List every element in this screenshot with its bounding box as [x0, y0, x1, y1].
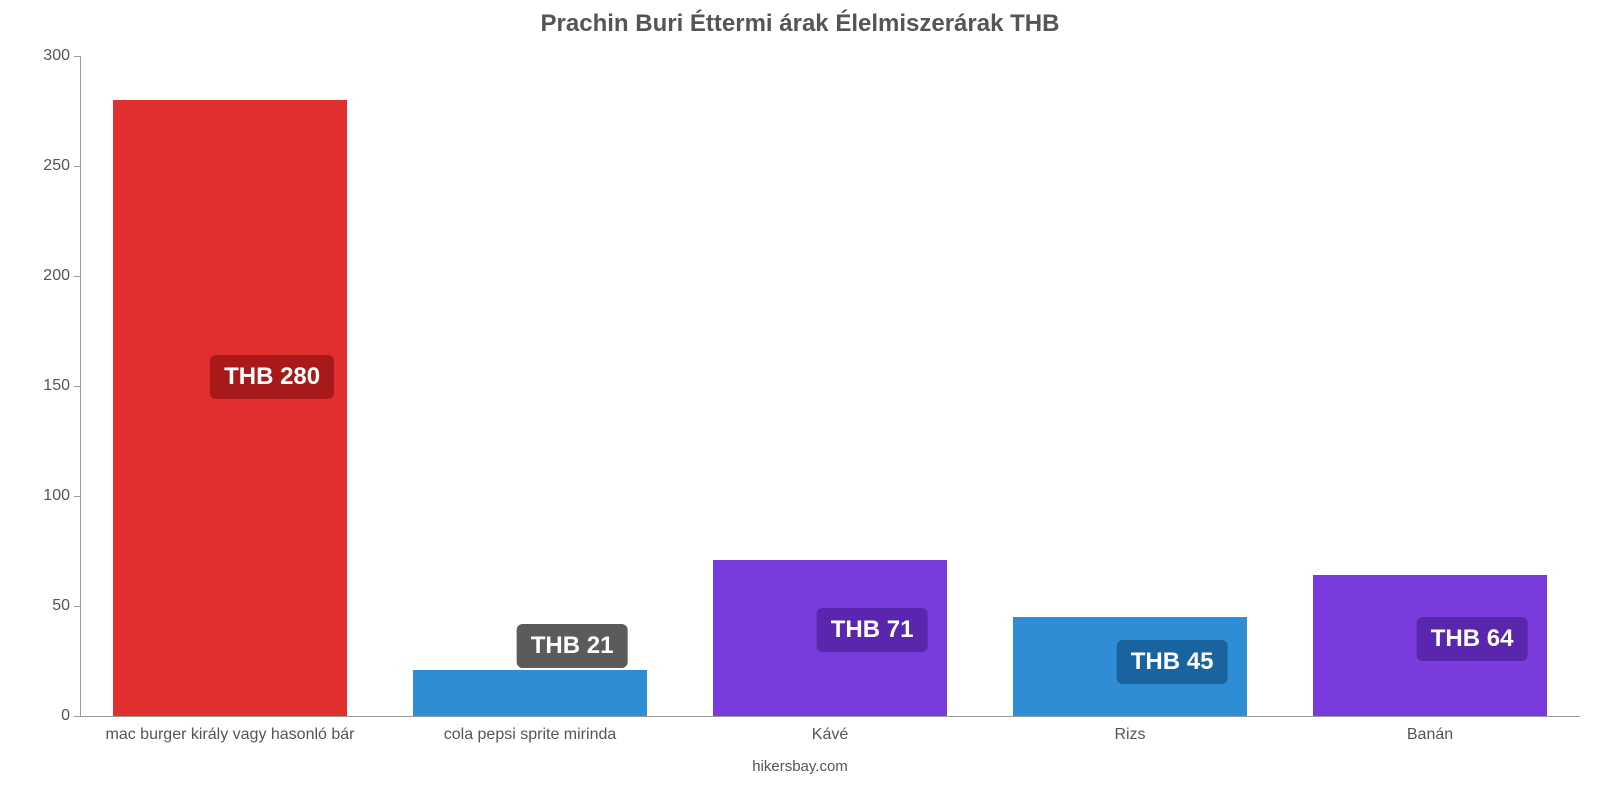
y-tick-mark: [74, 276, 80, 277]
y-tick-label: 300: [20, 47, 70, 65]
x-tick-label: Kávé: [812, 716, 848, 744]
x-tick-label: cola pepsi sprite mirinda: [444, 716, 617, 744]
y-tick-label: 200: [20, 267, 70, 285]
chart-footer: hikersbay.com: [752, 758, 848, 775]
y-axis-line: [80, 56, 81, 716]
y-tick-mark: [74, 56, 80, 57]
bar: [113, 100, 347, 716]
value-badge: THB 280: [210, 355, 334, 399]
x-tick-label: Rizs: [1114, 716, 1145, 744]
value-badge: THB 71: [817, 608, 928, 652]
x-tick-label: mac burger király vagy hasonló bár: [105, 716, 354, 744]
value-badge: THB 45: [1117, 640, 1228, 684]
y-tick-label: 50: [20, 597, 70, 615]
y-tick-label: 100: [20, 487, 70, 505]
y-tick-mark: [74, 166, 80, 167]
value-badge: THB 64: [1417, 617, 1528, 661]
value-badge: THB 21: [517, 624, 628, 668]
y-tick-mark: [74, 606, 80, 607]
y-tick-mark: [74, 386, 80, 387]
chart-title: Prachin Buri Éttermi árak Élelmiszerárak…: [0, 10, 1600, 38]
y-tick-mark: [74, 716, 80, 717]
y-tick-label: 150: [20, 377, 70, 395]
y-tick-label: 250: [20, 157, 70, 175]
chart-container: Prachin Buri Éttermi árak Élelmiszerárak…: [0, 0, 1600, 800]
x-tick-label: Banán: [1407, 716, 1453, 744]
plot-area: 050100150200250300 THB 280THB 21THB 71TH…: [80, 56, 1580, 716]
bar: [413, 670, 647, 716]
y-tick-mark: [74, 496, 80, 497]
y-tick-label: 0: [20, 707, 70, 725]
